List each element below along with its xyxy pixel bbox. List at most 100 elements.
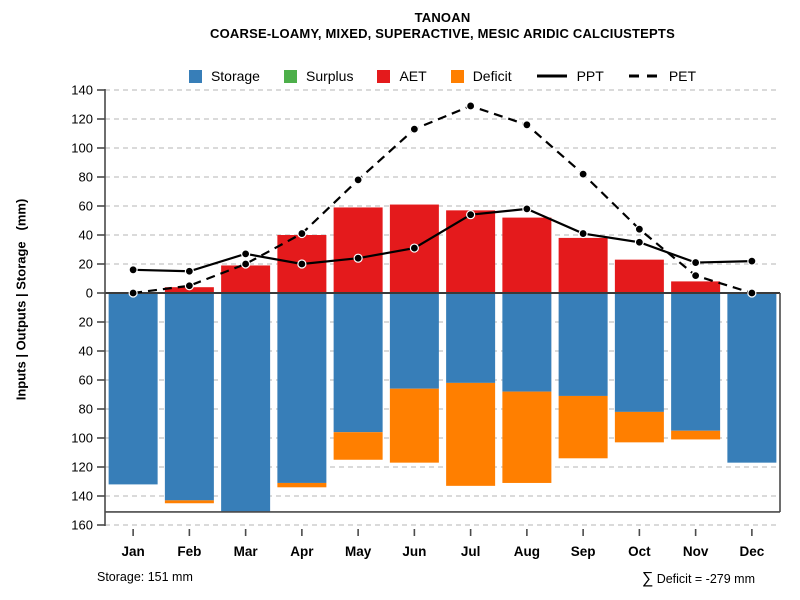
y-tick-label: 160 xyxy=(71,518,93,533)
bar-storage-jan xyxy=(108,293,158,485)
x-tick-label-may: May xyxy=(345,544,372,559)
pet-point-may xyxy=(353,175,363,185)
y-tick-label: 20 xyxy=(79,315,93,330)
pet-point-jan xyxy=(128,288,138,298)
storage-annotation: Storage: 151 mm xyxy=(97,570,193,584)
legend-item-aet: AET xyxy=(377,68,427,84)
y-tick-label: 140 xyxy=(71,489,93,504)
bar-deficit-sep xyxy=(558,395,608,459)
legend-swatch-aet-icon xyxy=(377,69,391,83)
y-tick-label: 0 xyxy=(86,286,93,301)
pet-point-jun xyxy=(409,124,419,134)
ppt-point-dec xyxy=(747,256,757,266)
x-tick-label-aug: Aug xyxy=(514,544,540,559)
x-tick-label-feb: Feb xyxy=(177,544,201,559)
chart-subtitle: COARSE-LOAMY, MIXED, SUPERACTIVE, MESIC … xyxy=(210,26,675,41)
y-tick-label: 40 xyxy=(79,228,93,243)
legend-swatch-storage-icon xyxy=(188,69,202,83)
ppt-point-jul xyxy=(466,210,476,220)
pet-point-nov xyxy=(691,271,701,281)
deficit-annotation: ∑ Deficit = -279 mm xyxy=(641,570,755,587)
bar-storage-jul xyxy=(446,293,496,383)
pet-point-jul xyxy=(466,101,476,111)
bar-deficit-jun xyxy=(389,388,439,463)
bar-storage-nov xyxy=(671,293,721,431)
legend-swatch-pet-icon xyxy=(628,74,659,78)
legend-item-pet: PET xyxy=(628,68,696,84)
pet-point-mar xyxy=(241,259,251,269)
y-tick-label: 120 xyxy=(71,112,93,127)
ppt-point-nov xyxy=(691,257,701,268)
y-tick-label: 100 xyxy=(71,431,93,446)
bar-storage-aug xyxy=(502,293,552,392)
legend-label-aet: AET xyxy=(399,68,427,84)
bar-aet-jul xyxy=(446,210,496,293)
y-tick-label: 20 xyxy=(79,257,93,272)
bar-deficit-jul xyxy=(446,382,496,486)
legend-label-ppt: PPT xyxy=(576,68,604,84)
ppt-point-aug xyxy=(522,204,532,214)
y-tick-label: 140 xyxy=(71,83,93,98)
bar-aet-aug xyxy=(502,217,552,293)
ppt-point-mar xyxy=(241,249,251,259)
bar-storage-mar xyxy=(221,293,271,512)
bar-aet-oct xyxy=(614,259,664,293)
y-tick-label: 80 xyxy=(79,170,93,185)
pet-point-apr xyxy=(297,228,307,239)
x-tick-label-jun: Jun xyxy=(402,544,426,559)
x-tick-label-oct: Oct xyxy=(628,544,651,559)
bar-storage-jun xyxy=(389,293,439,389)
legend-item-deficit: Deficit xyxy=(450,68,512,84)
legend-item-ppt: PPT xyxy=(536,68,604,84)
y-tick-label: 40 xyxy=(79,344,93,359)
legend-item-surplus: Surplus xyxy=(283,68,354,84)
y-tick-label: 60 xyxy=(79,373,93,388)
bar-storage-may xyxy=(333,293,383,433)
x-tick-label-apr: Apr xyxy=(290,544,314,559)
pet-line xyxy=(132,104,753,295)
legend-label-storage: Storage xyxy=(210,68,260,84)
x-tick-label-mar: Mar xyxy=(234,544,259,559)
y-axis-label: Inputs | Outputs | Storage (mm) xyxy=(13,198,29,401)
legend-label-surplus: Surplus xyxy=(305,68,354,84)
y-tick-label: 100 xyxy=(71,141,93,156)
pet-point-feb xyxy=(184,281,194,291)
y-tick-label: 120 xyxy=(71,460,93,475)
legend-label-pet: PET xyxy=(668,68,697,84)
legend-swatch-surplus-icon xyxy=(283,69,297,83)
legend-label-deficit: Deficit xyxy=(472,68,512,84)
x-tick-label-jul: Jul xyxy=(461,544,481,559)
bar-storage-sep xyxy=(558,293,608,396)
bar-deficit-feb xyxy=(164,500,214,504)
ppt-point-feb xyxy=(184,266,194,276)
chart-title: TANOAN xyxy=(414,10,471,25)
ppt-point-oct xyxy=(634,237,644,247)
bar-deficit-aug xyxy=(502,391,552,483)
pet-point-oct xyxy=(634,224,644,234)
pet-point-dec xyxy=(747,288,757,298)
bar-aet-mar xyxy=(221,265,271,293)
bar-storage-oct xyxy=(614,293,664,412)
bar-aet-sep xyxy=(558,237,608,293)
bar-deficit-may xyxy=(333,432,383,460)
x-tick-label-nov: Nov xyxy=(683,544,709,559)
y-tick-label: 80 xyxy=(79,402,93,417)
bar-deficit-nov xyxy=(671,430,721,440)
ppt-point-jun xyxy=(409,243,419,253)
bar-aet-may xyxy=(333,207,383,293)
ppt-point-jan xyxy=(128,265,138,275)
ppt-point-apr xyxy=(297,259,307,269)
pet-point-sep xyxy=(578,169,588,179)
ppt-point-sep xyxy=(578,228,588,239)
bar-aet-nov xyxy=(671,281,721,293)
pet-point-aug xyxy=(522,120,532,130)
bar-storage-apr xyxy=(277,293,327,483)
x-tick-label-dec: Dec xyxy=(739,544,764,559)
ppt-point-may xyxy=(353,253,363,263)
chart-legend: Storage Surplus AET Deficit PPT PET xyxy=(105,66,780,86)
legend-swatch-deficit-icon xyxy=(450,69,464,83)
bar-storage-feb xyxy=(164,293,214,501)
y-tick-label: 60 xyxy=(79,199,93,214)
